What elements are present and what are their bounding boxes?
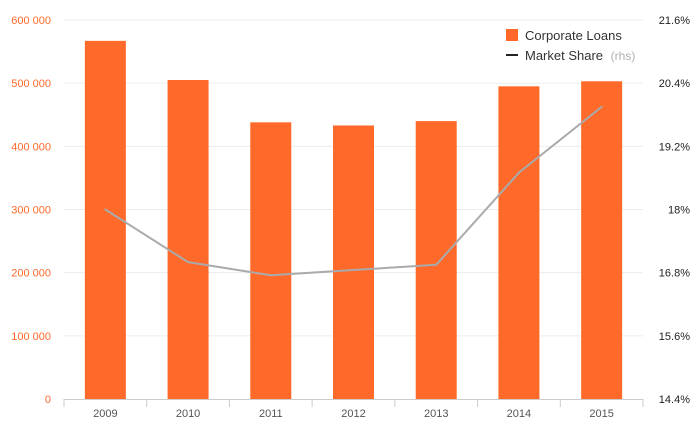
y-right-tick-label: 20.4%	[659, 78, 690, 90]
y-left-tick-label: 100 000	[11, 331, 51, 343]
axes: 0 100 000 200 000 300 000 400 000 500 000 600 …	[11, 15, 690, 420]
point-market-share-2011	[269, 274, 272, 277]
point-market-share-2015	[600, 105, 603, 108]
y-left-tick-label: 400 000	[11, 141, 51, 153]
point-market-share-2012	[352, 269, 355, 272]
bar-2010	[167, 80, 209, 399]
bar-2012	[333, 125, 374, 399]
legend-label-market-share: Market Share (rhs)	[525, 48, 635, 63]
x-tick-label-2010: 2010	[176, 408, 200, 420]
y-right-tick-label: 14.4%	[659, 394, 690, 406]
y-right-tick-label: 16.8%	[659, 268, 690, 280]
point-market-share-2009	[104, 208, 107, 211]
y-left-tick-label: 200 000	[11, 268, 51, 280]
x-tick-label-2009: 2009	[93, 408, 117, 420]
y-right-tick-label: 21.6%	[659, 15, 690, 27]
x-tick-label-2014: 2014	[507, 408, 531, 420]
x-tick-label-2015: 2015	[589, 408, 613, 420]
legend-label-market-share-suffix: (rhs)	[611, 49, 636, 63]
y-left-tick-label: 500 000	[11, 78, 51, 90]
bar-2014	[498, 86, 540, 399]
point-market-share-2010	[187, 261, 190, 264]
legend-label-market-share-name: Market Share	[525, 48, 603, 63]
x-tick-label-2013: 2013	[424, 408, 448, 420]
legend-swatch-corporate-loans	[506, 29, 518, 41]
x-tick-label-2011: 2011	[259, 408, 283, 420]
bar-2015	[581, 81, 623, 399]
y-left-tick-label: 0	[45, 394, 51, 406]
bar-2009	[84, 40, 126, 399]
y-left-tick-label: 300 000	[11, 205, 51, 217]
bar-series	[84, 40, 623, 400]
y-right-tick-label: 15.6%	[659, 331, 690, 343]
legend-label-corporate-loans: Corporate Loans	[525, 28, 622, 43]
y-right-tick-label: 18%	[668, 205, 690, 217]
y-right-tick-label: 19.2%	[659, 141, 690, 153]
bar-2013	[415, 121, 457, 400]
point-market-share-2014	[517, 171, 520, 174]
point-market-share-2013	[435, 263, 438, 266]
legend: Corporate Loans Market Share (rhs)	[506, 28, 635, 63]
line-series	[104, 105, 603, 277]
y-left-tick-label: 600 000	[11, 15, 51, 27]
bar-2011	[250, 122, 292, 399]
x-tick-label-2012: 2012	[341, 408, 365, 420]
